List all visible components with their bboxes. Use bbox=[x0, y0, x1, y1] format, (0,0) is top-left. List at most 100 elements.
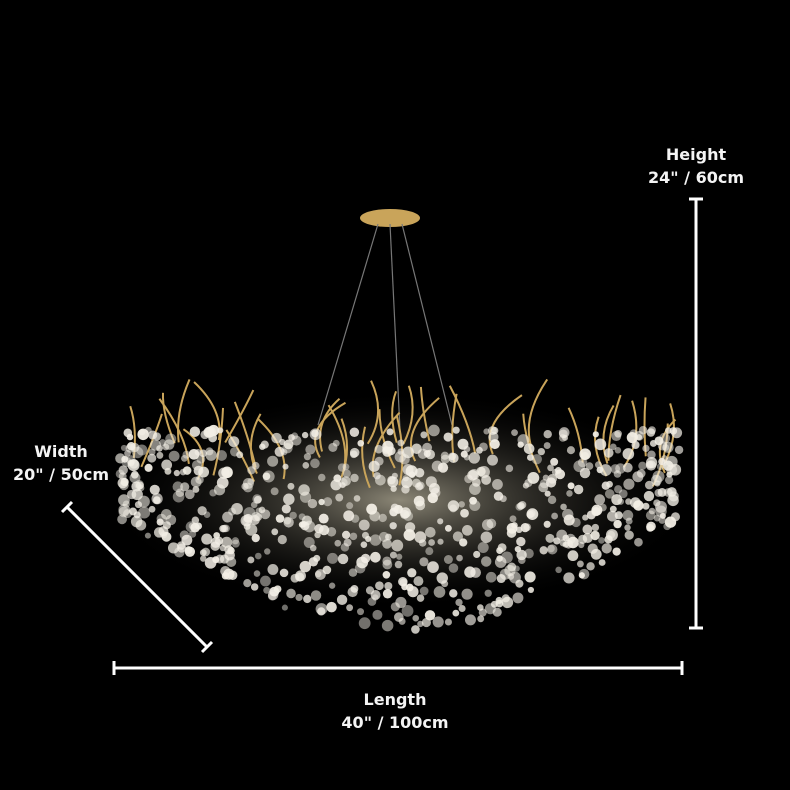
crystal bbox=[310, 458, 320, 469]
crystal bbox=[594, 494, 606, 506]
crystal bbox=[563, 572, 575, 584]
crystal bbox=[253, 570, 261, 577]
crystal bbox=[194, 448, 202, 456]
crystal bbox=[393, 504, 403, 514]
crystal bbox=[220, 524, 229, 533]
crystal bbox=[460, 450, 468, 458]
crystal bbox=[469, 499, 481, 512]
crystal bbox=[411, 625, 420, 634]
crystal bbox=[197, 506, 207, 516]
crystal bbox=[397, 448, 405, 455]
branch bbox=[129, 405, 136, 459]
crystal bbox=[567, 550, 579, 562]
crystal bbox=[127, 489, 137, 500]
crystal bbox=[573, 484, 584, 495]
gold-branches bbox=[129, 378, 677, 489]
crystal bbox=[305, 444, 316, 455]
crystal bbox=[473, 550, 481, 558]
crystal bbox=[512, 592, 524, 604]
crystal bbox=[461, 525, 473, 536]
crystal bbox=[414, 468, 425, 478]
crystal bbox=[222, 468, 233, 478]
crystal bbox=[488, 431, 499, 443]
crystal bbox=[449, 589, 458, 598]
crystal bbox=[205, 449, 217, 461]
branch bbox=[212, 407, 225, 476]
crystal bbox=[368, 460, 380, 472]
crystal bbox=[477, 542, 489, 554]
crystal bbox=[607, 510, 618, 522]
crystal bbox=[163, 439, 175, 450]
crystal bbox=[223, 568, 235, 580]
crystal bbox=[415, 500, 426, 511]
branch bbox=[224, 389, 255, 444]
crystal bbox=[511, 429, 518, 436]
crystal bbox=[295, 570, 306, 582]
crystal bbox=[295, 593, 303, 602]
crystal bbox=[636, 469, 646, 478]
crystal bbox=[633, 500, 644, 511]
crystal bbox=[372, 609, 383, 620]
crystal bbox=[153, 496, 161, 504]
crystal bbox=[375, 581, 384, 591]
crystal bbox=[342, 463, 350, 471]
crystal bbox=[282, 443, 293, 454]
crystal bbox=[173, 469, 180, 477]
crystal bbox=[562, 434, 569, 441]
crystal bbox=[180, 482, 190, 492]
branch bbox=[602, 404, 615, 464]
crystal bbox=[468, 452, 480, 464]
crystal bbox=[255, 507, 263, 514]
crystal bbox=[449, 504, 458, 513]
crystal bbox=[594, 438, 607, 451]
crystal bbox=[342, 530, 351, 539]
crystal bbox=[563, 514, 575, 526]
crystal bbox=[188, 530, 197, 538]
crystal bbox=[135, 481, 144, 490]
crystal bbox=[337, 463, 347, 472]
crystal bbox=[651, 474, 662, 486]
crystal bbox=[613, 519, 622, 529]
crystal bbox=[543, 429, 552, 439]
crystal bbox=[601, 543, 612, 554]
crystal bbox=[665, 475, 674, 485]
crystal bbox=[121, 455, 129, 463]
crystal bbox=[646, 428, 656, 437]
crystal bbox=[309, 544, 317, 552]
crystal bbox=[452, 609, 460, 617]
width-value: 20" / 50cm bbox=[12, 465, 109, 484]
crystal bbox=[360, 553, 371, 564]
crystal bbox=[485, 571, 497, 583]
crystal bbox=[598, 559, 606, 566]
crystal bbox=[425, 526, 436, 538]
crystal bbox=[457, 438, 469, 450]
crystal bbox=[215, 554, 225, 564]
crystal bbox=[267, 564, 279, 575]
crystal bbox=[437, 462, 449, 473]
crystal bbox=[452, 531, 463, 542]
crystal bbox=[400, 509, 410, 519]
crystal bbox=[138, 428, 146, 436]
crystal bbox=[556, 529, 568, 541]
crystal bbox=[354, 562, 366, 574]
crystal bbox=[373, 472, 381, 480]
crystal bbox=[221, 536, 233, 548]
crystal bbox=[310, 590, 322, 601]
crystal bbox=[555, 566, 562, 574]
crystal bbox=[349, 532, 358, 541]
crystal bbox=[560, 503, 567, 511]
crystal bbox=[448, 563, 459, 573]
crystal bbox=[527, 471, 540, 484]
crystal bbox=[346, 502, 354, 510]
length-label: Length 40" / 100cm bbox=[330, 688, 460, 734]
crystal bbox=[315, 603, 328, 615]
crystal bbox=[318, 513, 329, 524]
crystal bbox=[120, 477, 129, 487]
crystal bbox=[150, 439, 162, 451]
crystal bbox=[301, 431, 309, 439]
crystal bbox=[160, 531, 168, 539]
branch bbox=[161, 392, 176, 444]
crystal bbox=[624, 524, 631, 531]
